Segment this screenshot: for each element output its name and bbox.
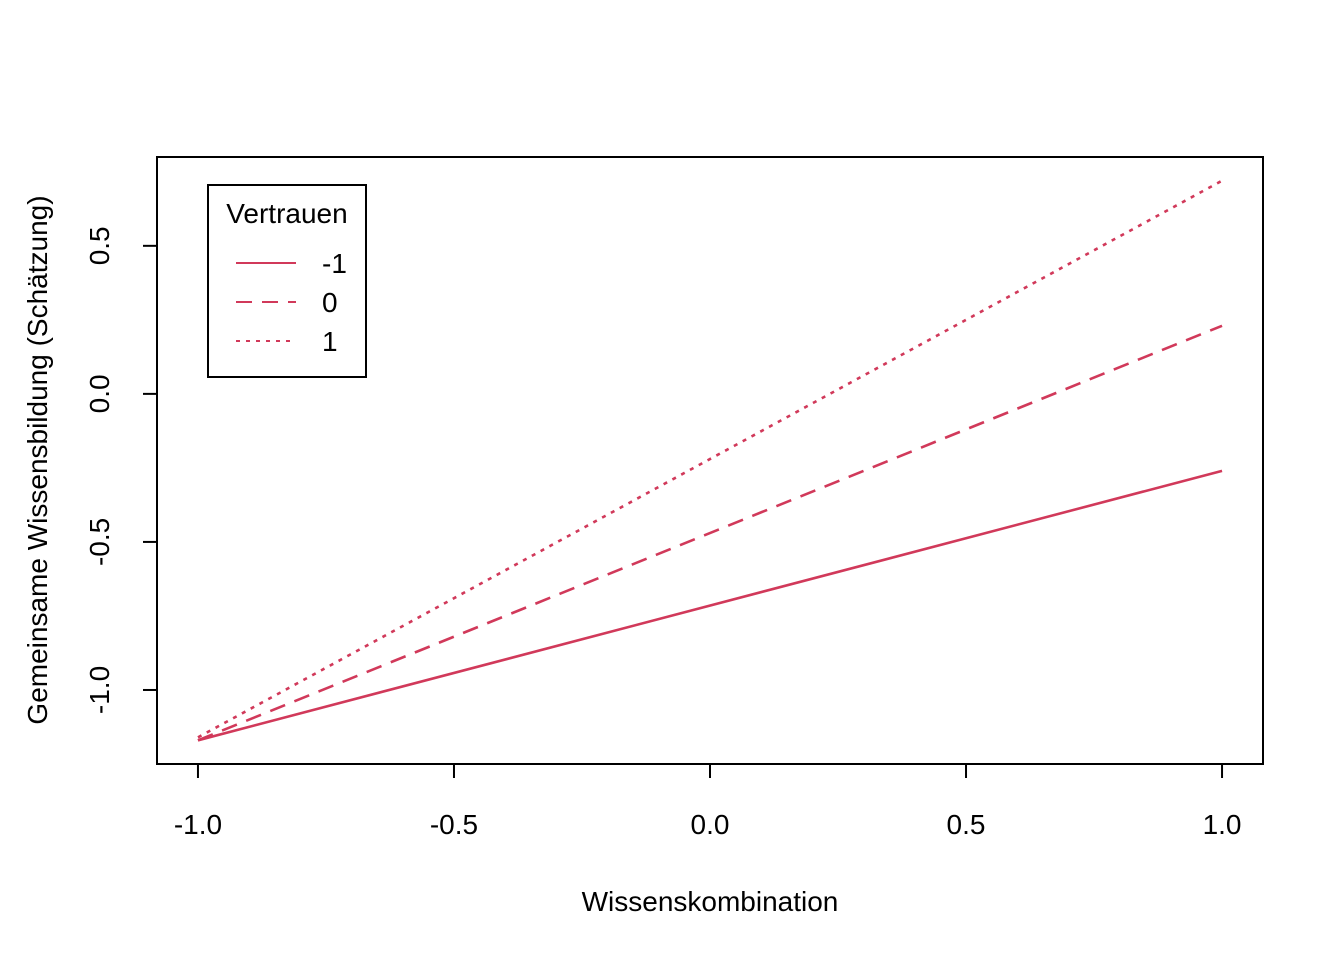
series-line-0 [197,469,1223,742]
x-tick-label: 0.0 [691,809,730,840]
x-axis: -1.0 -0.5 0.0 0.5 1.0 [174,763,1242,840]
y-tick-label: -0.5 [84,518,115,566]
legend-label: 0 [322,287,338,318]
x-tick-label: -1.0 [174,809,222,840]
legend-items: -1 0 1 [236,248,347,357]
x-tick-label: 0.5 [947,809,986,840]
y-tick-label: 0.5 [84,226,115,265]
legend: Vertrauen -1 0 1 [207,184,367,378]
x-axis-title: Wissenskombination [582,886,839,917]
legend-label: -1 [322,248,347,279]
x-tick-label: -0.5 [430,809,478,840]
y-axis: -1.0 -0.5 0.0 0.5 [84,226,158,714]
legend-title: Vertrauen [226,198,347,229]
legend-label: 1 [322,326,338,357]
series-line-2 [197,179,1223,739]
series-line-1 [197,324,1223,742]
y-tick-label: -1.0 [84,666,115,714]
y-tick-label: 0.0 [84,374,115,413]
x-tick-label: 1.0 [1203,809,1242,840]
legend-box [207,184,367,378]
y-axis-title: Gemeinsame Wissensbildung (Schätzung) [22,195,53,724]
series-layer [197,179,1223,742]
